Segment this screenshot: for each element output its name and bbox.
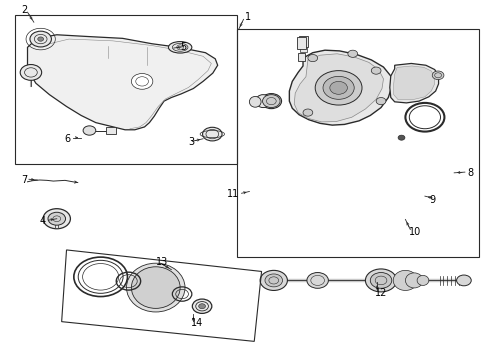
Polygon shape <box>389 63 438 103</box>
Text: 13: 13 <box>156 257 168 267</box>
Circle shape <box>369 273 391 288</box>
Ellipse shape <box>261 94 281 109</box>
Text: 12: 12 <box>374 288 387 298</box>
Bar <box>15 15 237 164</box>
Text: 7: 7 <box>21 175 27 185</box>
Circle shape <box>315 71 361 105</box>
Circle shape <box>370 67 380 74</box>
Polygon shape <box>393 66 434 100</box>
Polygon shape <box>27 35 217 130</box>
Circle shape <box>30 31 51 47</box>
Bar <box>299 36 307 46</box>
Circle shape <box>43 209 70 229</box>
Circle shape <box>260 270 287 291</box>
Ellipse shape <box>168 41 191 53</box>
Text: 8: 8 <box>467 168 473 178</box>
Text: 6: 6 <box>64 134 70 144</box>
Circle shape <box>323 76 353 99</box>
Ellipse shape <box>255 95 270 108</box>
Text: 3: 3 <box>188 138 194 147</box>
Circle shape <box>329 81 346 94</box>
Text: 14: 14 <box>190 319 203 328</box>
Circle shape <box>38 37 43 41</box>
Ellipse shape <box>249 96 261 107</box>
Ellipse shape <box>405 273 422 288</box>
Bar <box>297 37 305 49</box>
Ellipse shape <box>141 274 170 301</box>
Ellipse shape <box>202 127 222 141</box>
Ellipse shape <box>392 270 417 291</box>
Ellipse shape <box>416 275 428 285</box>
Circle shape <box>83 126 96 135</box>
Text: 10: 10 <box>408 227 421 237</box>
Circle shape <box>303 109 312 116</box>
Bar <box>297 53 305 60</box>
Ellipse shape <box>131 267 180 309</box>
Circle shape <box>131 73 153 89</box>
Text: 4: 4 <box>40 216 46 226</box>
Circle shape <box>456 275 470 286</box>
Ellipse shape <box>176 45 183 50</box>
Ellipse shape <box>146 278 165 298</box>
Circle shape <box>48 212 65 225</box>
Circle shape <box>198 304 205 309</box>
Circle shape <box>192 299 211 314</box>
Circle shape <box>397 135 404 140</box>
Bar <box>55 222 58 228</box>
Circle shape <box>306 273 328 288</box>
Polygon shape <box>289 50 391 125</box>
Circle shape <box>20 64 41 80</box>
Polygon shape <box>294 54 383 122</box>
Ellipse shape <box>126 263 184 312</box>
Text: 11: 11 <box>227 189 239 199</box>
Ellipse shape <box>136 270 175 305</box>
Circle shape <box>347 50 357 57</box>
Bar <box>105 127 116 134</box>
Circle shape <box>262 95 280 108</box>
Text: 5: 5 <box>180 42 186 52</box>
Circle shape <box>264 274 282 287</box>
Bar <box>299 47 307 52</box>
Bar <box>237 30 478 257</box>
Circle shape <box>307 54 317 62</box>
Circle shape <box>365 269 396 292</box>
Text: 1: 1 <box>244 12 250 22</box>
Circle shape <box>431 71 443 80</box>
Text: 9: 9 <box>429 195 435 205</box>
Circle shape <box>375 98 385 105</box>
Text: 2: 2 <box>21 5 27 15</box>
